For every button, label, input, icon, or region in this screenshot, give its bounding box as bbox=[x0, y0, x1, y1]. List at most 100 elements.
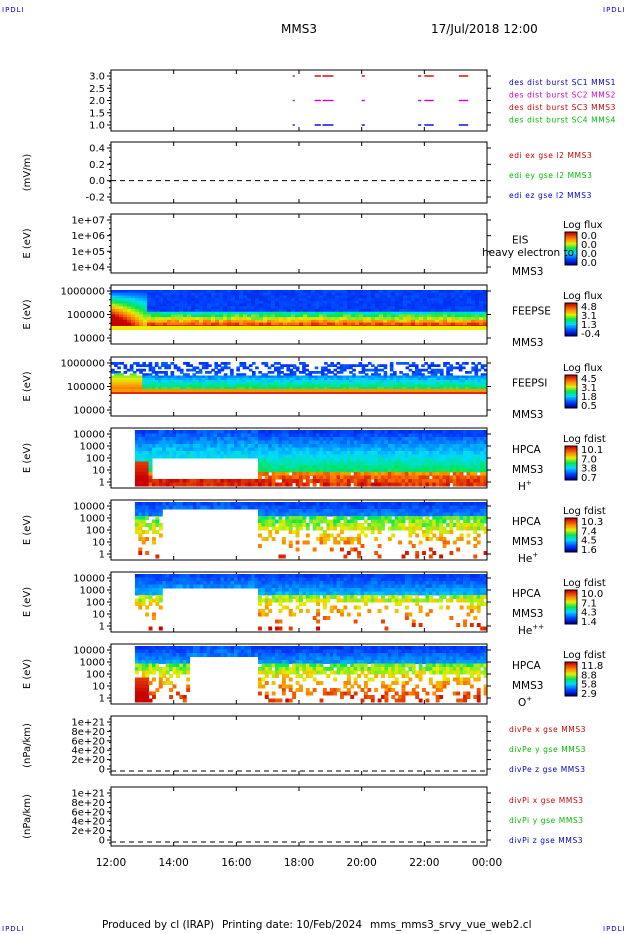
y-axis-label-1: (mV/m) bbox=[22, 154, 33, 192]
colorbar-swatch bbox=[565, 674, 577, 677]
colorbar-swatch bbox=[565, 377, 577, 380]
colorbar-swatch bbox=[565, 245, 577, 248]
colorbar-tick-5-1: 7.0 bbox=[581, 454, 597, 465]
colorbar-swatch bbox=[565, 688, 577, 691]
colorbar-title-8: Log fdist bbox=[563, 650, 606, 661]
legend-entry-0-0: des dist burst SC1 MMS1 bbox=[509, 78, 616, 87]
legend-entry-9-2: divPe z gse MMS3 bbox=[509, 765, 586, 774]
colorbar-swatch bbox=[565, 475, 577, 478]
colorbar-frame-4 bbox=[564, 374, 578, 409]
colorbar-swatch bbox=[565, 680, 577, 683]
colorbar-swatch bbox=[565, 681, 577, 684]
colorbar-swatch bbox=[565, 233, 577, 236]
colorbar-swatch bbox=[565, 447, 577, 450]
colorbar-swatch bbox=[565, 666, 577, 669]
colorbar-swatch bbox=[565, 238, 577, 241]
colorbar-swatch bbox=[565, 309, 577, 312]
side-label-7-1: MMS3 bbox=[512, 608, 543, 620]
colorbar-swatch bbox=[565, 540, 577, 543]
colorbar-swatch bbox=[565, 305, 577, 308]
side-label-8-0: HPCA bbox=[512, 660, 542, 672]
hpca-spectrogram-8 bbox=[134, 646, 488, 703]
colorbar-swatch bbox=[565, 673, 577, 676]
y-tick-label-3-0: 1000000 bbox=[60, 287, 105, 298]
y-tick-label-10-3: 4e+20 bbox=[71, 817, 105, 828]
y-tick-label-9-1: 8e+20 bbox=[71, 727, 105, 738]
footer-printing-date: Printing date: 10/Feb/2024 bbox=[222, 919, 363, 931]
legend-entry-10-1: divPi y gse MMS3 bbox=[509, 816, 584, 825]
colorbar-swatch bbox=[565, 465, 577, 468]
y-tick-label-1-2: 0.0 bbox=[89, 176, 105, 187]
colorbar-tick-6-1: 7.4 bbox=[581, 526, 597, 537]
y-tick-label-10-2: 6e+20 bbox=[71, 807, 105, 818]
legend-entry-1-0: edi ex gse l2 MMS3 bbox=[509, 151, 592, 160]
colorbar-swatch bbox=[565, 236, 577, 238]
side-label-7-0: HPCA bbox=[512, 588, 542, 600]
time-axis-label-0: 12:00 bbox=[96, 857, 126, 869]
colorbar-swatch bbox=[565, 458, 577, 461]
colorbar-tick-4-3: 0.5 bbox=[581, 401, 597, 412]
colorbar-swatch bbox=[565, 522, 577, 525]
colorbar-frame-5 bbox=[564, 445, 578, 481]
colorbar-swatch bbox=[565, 398, 577, 401]
colorbar-tick-7-0: 10.0 bbox=[581, 589, 603, 600]
colorbar-swatch bbox=[565, 549, 577, 552]
legend-entry-9-1: divPe y gse MMS3 bbox=[509, 745, 586, 754]
y-tick-label-6-1: 1000 bbox=[80, 514, 105, 525]
colorbar-swatch bbox=[565, 683, 577, 686]
corner-tag-bottom-right: IPDLI bbox=[603, 925, 626, 933]
colorbar-swatch bbox=[565, 402, 577, 405]
panel-frame-overlay-3 bbox=[110, 284, 488, 345]
colorbar-swatch bbox=[565, 591, 577, 594]
y-tick-label-1-0: 0.4 bbox=[89, 144, 105, 155]
colorbar-swatch bbox=[565, 391, 577, 394]
y-tick-label-9-3: 4e+20 bbox=[71, 746, 105, 757]
colorbar-swatch bbox=[565, 671, 577, 674]
colorbar-swatch bbox=[565, 691, 577, 694]
y-axis-label-10: (nPa/km) bbox=[22, 794, 33, 839]
side-label-4-0: FEEPSI bbox=[512, 378, 547, 390]
colorbar-swatch bbox=[565, 599, 577, 602]
colorbar-swatch bbox=[565, 307, 577, 309]
colorbar-tick-4-0: 4.5 bbox=[581, 374, 597, 385]
side-label-7-2: He++ bbox=[518, 623, 544, 637]
colorbar-tick-7-1: 7.1 bbox=[581, 598, 597, 609]
side-label-2-0: EIS bbox=[512, 235, 529, 247]
legend-entry-0-2: des dist burst SC3 MMS3 bbox=[509, 103, 616, 112]
colorbar-swatch bbox=[565, 526, 577, 529]
colorbar-swatch bbox=[565, 448, 577, 451]
panel-frame-10 bbox=[110, 786, 488, 847]
colorbar-tick-3-1: 3.1 bbox=[581, 311, 597, 322]
colorbar-swatch bbox=[565, 614, 577, 616]
colorbar-swatch bbox=[565, 241, 577, 244]
side-label-5-0: HPCA bbox=[512, 444, 542, 456]
y-tick-label-8-0: 10000 bbox=[73, 646, 105, 657]
side-label-5-2: H+ bbox=[518, 479, 532, 493]
y-tick-label-7-1: 1000 bbox=[80, 586, 105, 597]
colorbar-swatch bbox=[565, 686, 577, 688]
colorbar-swatch bbox=[565, 519, 577, 522]
y-tick-label-6-3: 10 bbox=[92, 538, 105, 549]
colorbar-swatch bbox=[565, 405, 577, 408]
colorbar-tick-7-2: 4.3 bbox=[581, 608, 597, 619]
time-axis-label-6: 00:00 bbox=[472, 857, 502, 869]
colorbar-swatch bbox=[565, 612, 577, 615]
colorbar-tick-8-3: 2.9 bbox=[581, 689, 597, 700]
colorbar-swatch bbox=[565, 687, 577, 690]
y-axis-label-5: E (eV) bbox=[22, 443, 33, 473]
panel-frame-overlay-7 bbox=[110, 571, 488, 633]
colorbar-title-4: Log flux bbox=[563, 363, 603, 374]
y-tick-label-4-2: 10000 bbox=[73, 406, 105, 417]
hpca-spectrogram-7 bbox=[134, 574, 488, 631]
colorbar-swatch bbox=[565, 375, 577, 377]
y-tick-label-4-0: 1000000 bbox=[60, 359, 105, 370]
colorbar-swatch bbox=[565, 619, 577, 622]
colorbar-swatch bbox=[565, 542, 577, 544]
colorbar-swatch bbox=[565, 395, 577, 398]
colorbar-swatch bbox=[565, 394, 577, 397]
colorbar-swatch bbox=[565, 303, 577, 305]
colorbar-swatch bbox=[565, 384, 577, 387]
colorbar-swatch bbox=[565, 260, 577, 263]
y-axis-label-8: E (eV) bbox=[22, 659, 33, 689]
colorbar-frame-2 bbox=[564, 231, 578, 266]
